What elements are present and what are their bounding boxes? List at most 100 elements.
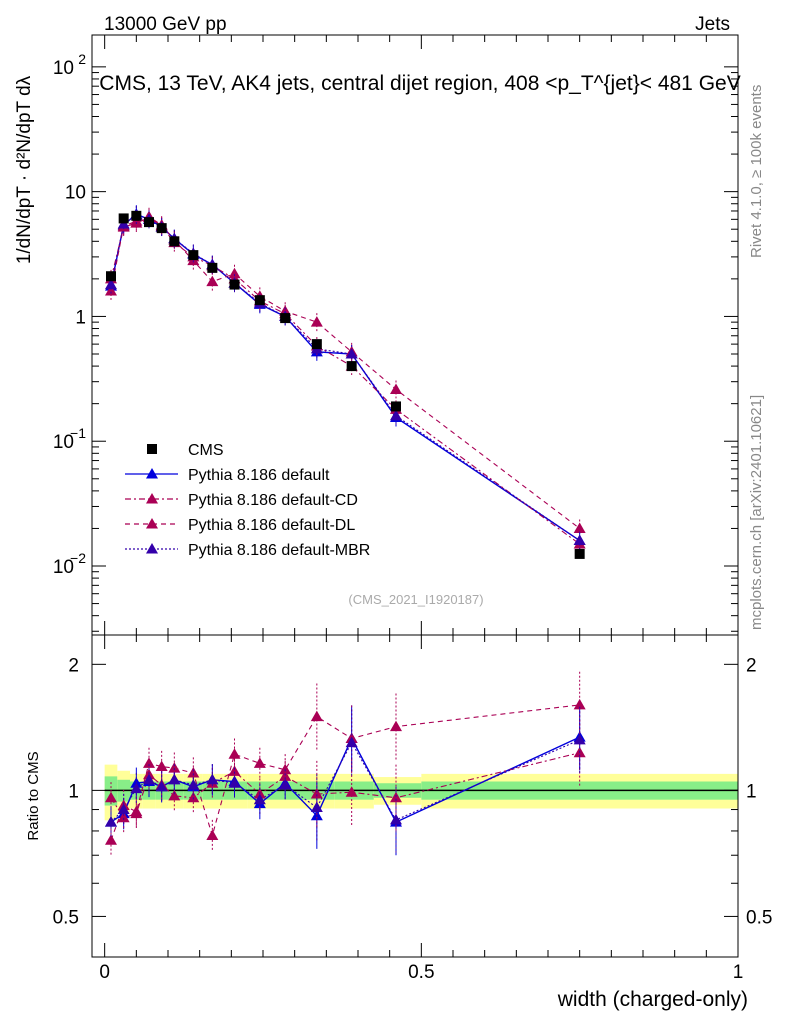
ratio-marker bbox=[187, 778, 200, 790]
legend: CMS Pythia 8.186 default Pythia 8.186 defa… bbox=[125, 442, 370, 559]
cms-marker bbox=[391, 401, 401, 412]
main-ytick-label: 10 bbox=[53, 58, 74, 79]
ratio-marker bbox=[310, 710, 323, 722]
legend-label: Pythia 8.186 default-DL bbox=[188, 517, 355, 534]
ratio-marker bbox=[253, 793, 266, 805]
ratio-marker bbox=[573, 733, 586, 745]
legend-cms-marker bbox=[147, 444, 157, 454]
legend-marker bbox=[146, 518, 158, 529]
main-marker bbox=[105, 284, 117, 296]
cms-marker bbox=[311, 339, 322, 350]
legend-label: CMS bbox=[188, 442, 224, 459]
header-energy: 13000 GeV pp bbox=[104, 14, 227, 35]
legend-label: Pythia 8.186 default-CD bbox=[188, 492, 358, 509]
main-marker bbox=[390, 409, 402, 421]
ratio-marker bbox=[206, 829, 219, 841]
ratio-marker bbox=[155, 760, 168, 772]
ratio-marker bbox=[345, 786, 358, 797]
ratio-marker bbox=[310, 801, 323, 813]
ratio-ytick-label-right: 1 bbox=[746, 781, 757, 802]
cms-marker bbox=[207, 262, 218, 273]
main-series-line bbox=[110, 216, 580, 545]
ratio-marker bbox=[279, 778, 292, 790]
rivet-label: Rivet 4.1.0, ≥ 100k events bbox=[748, 85, 765, 258]
ratio-marker bbox=[228, 748, 241, 759]
ratio-marker bbox=[130, 782, 143, 794]
cms-marker bbox=[156, 223, 167, 234]
ratio-axis-ticks: 0 0.5 1 0.5 0.5 1 1 2 2 bbox=[53, 635, 772, 983]
analysis-watermark: (CMS_2021_I1920187) bbox=[348, 592, 483, 607]
main-marker bbox=[105, 278, 117, 290]
ratio-ylabel: Ratio to CMS bbox=[25, 751, 42, 840]
ratio-marker bbox=[105, 791, 117, 803]
cms-marker bbox=[254, 295, 265, 306]
main-ytick-label: 10 bbox=[53, 557, 74, 578]
ratio-marker bbox=[168, 789, 181, 801]
ratio-marker bbox=[143, 757, 155, 768]
main-title: CMS, 13 TeV, AK4 jets, central dijet reg… bbox=[99, 72, 740, 95]
cms-marker bbox=[144, 217, 154, 228]
main-ytick-label: 10 bbox=[65, 183, 86, 204]
ratio-marker bbox=[390, 813, 402, 825]
x-axis-label: width (charged-only) bbox=[557, 988, 748, 1011]
ratio-ytick-label: 0.5 bbox=[53, 907, 79, 928]
main-ylabel: 1/dN/dpT · d²N/dpT dλ bbox=[14, 75, 35, 264]
ratio-marker bbox=[279, 763, 292, 775]
ratio-marker bbox=[228, 765, 241, 776]
ratio-xtick-label: 1 bbox=[733, 962, 744, 983]
cms-marker bbox=[229, 279, 240, 290]
ratio-marker bbox=[228, 777, 241, 788]
legend-label: Pythia 8.186 default bbox=[188, 467, 330, 484]
cms-marker bbox=[574, 548, 585, 559]
legend-marker bbox=[146, 468, 158, 479]
main-data-points bbox=[105, 205, 586, 559]
ratio-ytick-label-right: 2 bbox=[746, 655, 757, 676]
ratio-data-points bbox=[105, 671, 586, 856]
main-ytick-exponent: 2 bbox=[78, 51, 86, 67]
ratio-marker bbox=[187, 791, 200, 803]
main-marker bbox=[228, 267, 241, 279]
main-marker bbox=[206, 275, 219, 287]
ratio-ytick-label: 2 bbox=[68, 655, 79, 676]
main-marker bbox=[345, 347, 358, 359]
cms-marker bbox=[280, 313, 291, 324]
ratio-marker bbox=[105, 834, 117, 845]
legend-marker bbox=[146, 543, 158, 554]
main-marker bbox=[573, 534, 586, 546]
cms-marker bbox=[106, 271, 116, 282]
cms-marker bbox=[169, 236, 180, 247]
cms-marker bbox=[346, 361, 357, 372]
ratio-marker bbox=[130, 805, 143, 817]
ratio-marker bbox=[390, 791, 402, 803]
ratio-ytick-label-right: 0.5 bbox=[746, 907, 772, 928]
main-ytick-label: 1 bbox=[75, 307, 86, 328]
cms-marker bbox=[118, 213, 129, 224]
ratio-panel: 0 0.5 1 0.5 0.5 1 1 2 2 Ratio to CMS width (char… bbox=[25, 634, 772, 1011]
main-ytick-label: 10 bbox=[53, 432, 74, 453]
ratio-ytick-label: 1 bbox=[68, 781, 79, 802]
legend-marker bbox=[146, 493, 158, 504]
ratio-marker bbox=[206, 773, 219, 785]
ratio-marker bbox=[117, 811, 130, 823]
ratio-frame bbox=[91, 634, 739, 958]
main-ytick-exponent: −1 bbox=[70, 425, 86, 441]
ratio-series-line bbox=[110, 704, 580, 841]
ratio-marker bbox=[155, 780, 168, 792]
main-marker bbox=[573, 522, 586, 533]
ratio-marker bbox=[168, 773, 181, 785]
cms-marker bbox=[131, 210, 142, 221]
cms-marker bbox=[188, 250, 199, 261]
header-jets: Jets bbox=[695, 14, 730, 35]
main-ytick-exponent: −2 bbox=[70, 550, 86, 566]
ratio-marker bbox=[117, 803, 130, 815]
ratio-marker bbox=[310, 788, 323, 799]
mcplots-label: mcplots.cern.ch [arXiv:2401.10621] bbox=[748, 395, 765, 630]
main-marker bbox=[310, 316, 323, 327]
ratio-marker bbox=[390, 720, 402, 732]
ratio-marker bbox=[143, 773, 155, 785]
ratio-marker bbox=[168, 762, 181, 773]
main-series-line bbox=[110, 216, 580, 529]
ratio-marker bbox=[187, 767, 200, 778]
